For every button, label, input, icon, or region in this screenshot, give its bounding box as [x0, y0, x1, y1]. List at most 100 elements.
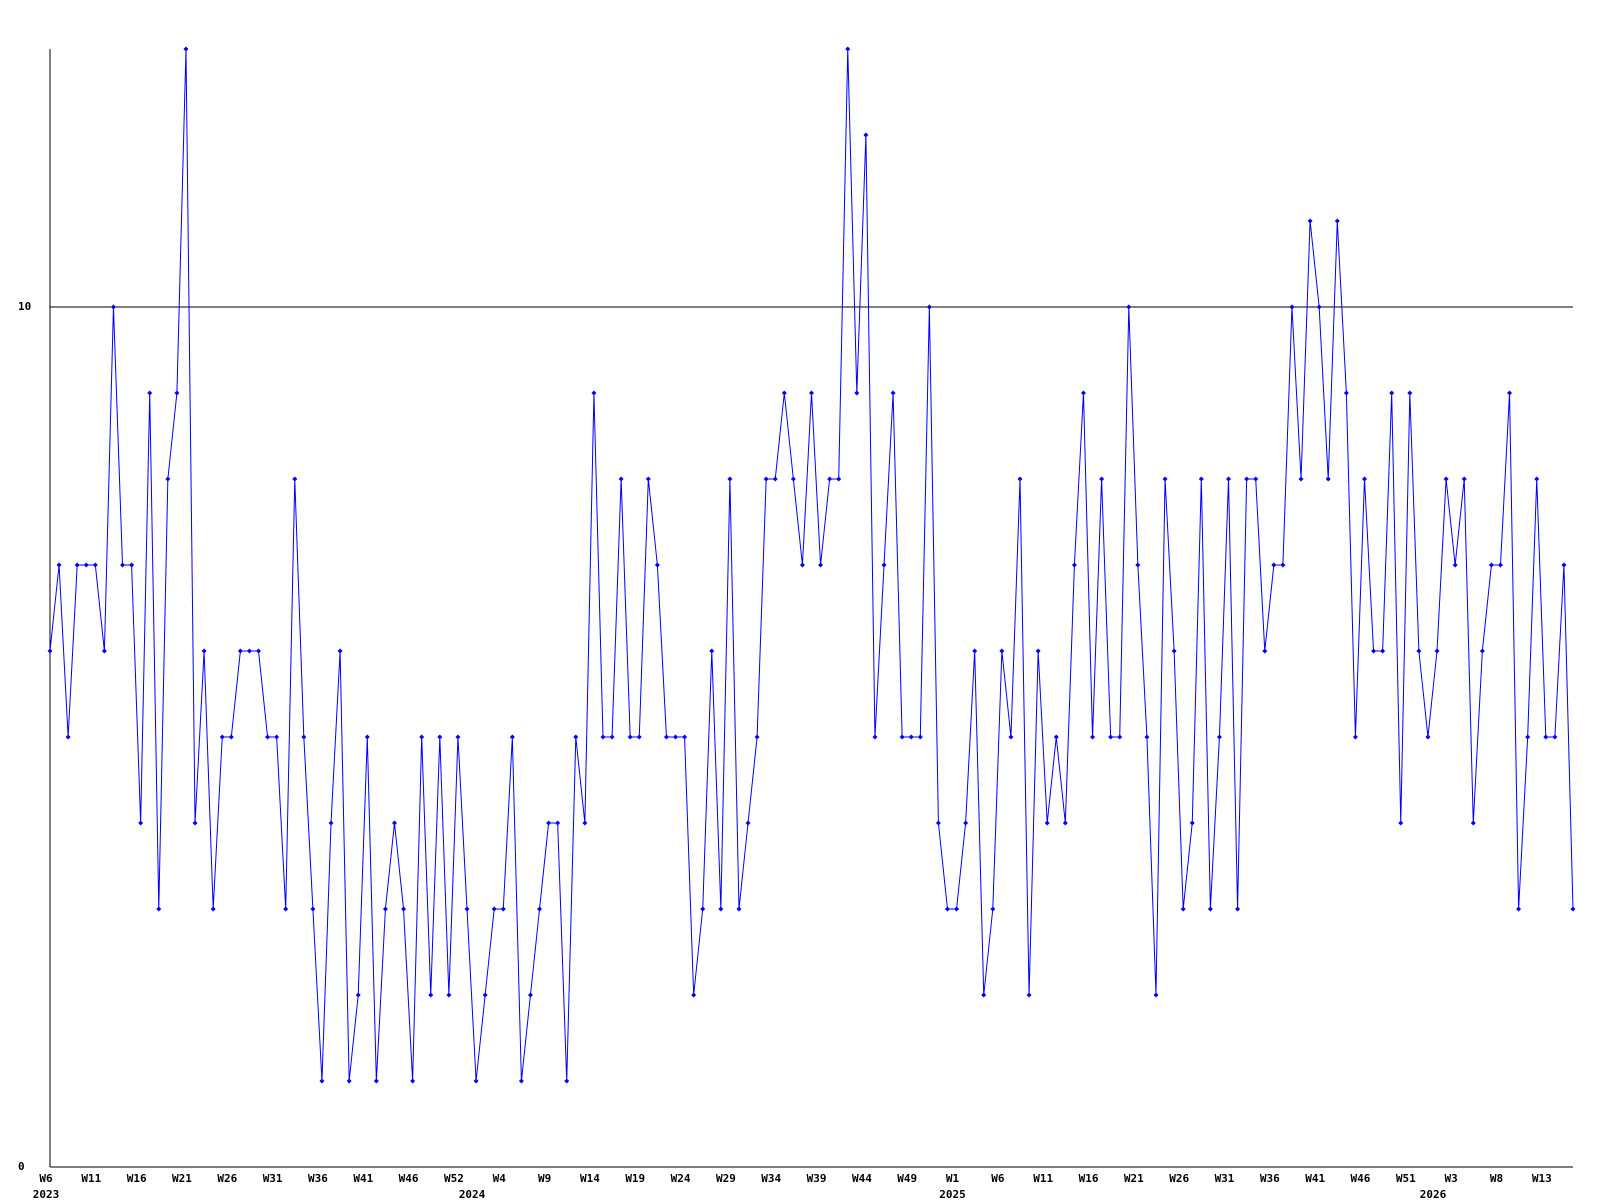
x-tick-label: W26	[1169, 1172, 1189, 1185]
x-tick-label: W13	[1532, 1172, 1552, 1185]
x-tick-label: W46	[1351, 1172, 1371, 1185]
point	[1207, 906, 1213, 912]
point	[401, 906, 407, 912]
point	[274, 734, 280, 740]
point	[673, 734, 679, 740]
point	[1244, 476, 1250, 482]
point	[337, 648, 343, 654]
point	[246, 648, 252, 654]
point	[718, 906, 724, 912]
point	[56, 562, 62, 568]
point	[1552, 734, 1558, 740]
x-tick-label: W4	[493, 1172, 507, 1185]
point	[555, 820, 561, 826]
x-tick-label: W1	[946, 1172, 960, 1185]
x-tick-label: W6	[991, 1172, 1005, 1185]
year-label: 2023	[33, 1188, 60, 1200]
point	[999, 648, 1005, 654]
point	[1289, 304, 1295, 310]
x-tick-label: W21	[172, 1172, 192, 1185]
point	[518, 1078, 524, 1084]
point	[1226, 476, 1232, 482]
point	[908, 734, 914, 740]
point	[1008, 734, 1014, 740]
y-tick-label: 0	[18, 1160, 25, 1173]
point	[138, 820, 144, 826]
point	[1135, 562, 1141, 568]
point	[1180, 906, 1186, 912]
point	[47, 648, 53, 654]
point	[101, 648, 107, 654]
point	[1461, 476, 1467, 482]
x-tick-label: W29	[716, 1172, 736, 1185]
point	[446, 992, 452, 998]
x-tick-label: W31	[1215, 1172, 1235, 1185]
point	[1434, 648, 1440, 654]
point	[1026, 992, 1032, 998]
point	[1325, 476, 1331, 482]
point	[1443, 476, 1449, 482]
x-tick-label: W36	[308, 1172, 328, 1185]
point	[546, 820, 552, 826]
point	[120, 562, 126, 568]
point	[1099, 476, 1105, 482]
x-tick-label: W46	[399, 1172, 419, 1185]
point	[600, 734, 606, 740]
point	[1162, 476, 1168, 482]
x-tick-label: W31	[263, 1172, 283, 1185]
point	[1534, 476, 1540, 482]
point	[917, 734, 923, 740]
point	[926, 304, 932, 310]
point	[156, 906, 162, 912]
x-tick-label: W21	[1124, 1172, 1144, 1185]
point	[509, 734, 515, 740]
x-tick-label: W14	[580, 1172, 600, 1185]
point	[491, 906, 497, 912]
point	[1271, 562, 1277, 568]
point	[609, 734, 615, 740]
point	[1044, 820, 1050, 826]
point	[1561, 562, 1567, 568]
point	[256, 648, 262, 654]
point	[1488, 562, 1494, 568]
point	[1425, 734, 1431, 740]
point	[419, 734, 425, 740]
point	[636, 734, 642, 740]
x-tick-label: W41	[353, 1172, 373, 1185]
point	[147, 390, 153, 396]
x-tick-label: W3	[1445, 1172, 1458, 1185]
point	[963, 820, 969, 826]
point	[201, 648, 207, 654]
point	[954, 906, 960, 912]
point	[990, 906, 996, 912]
point	[1470, 820, 1476, 826]
point	[237, 648, 243, 654]
x-tick-label: W19	[625, 1172, 645, 1185]
point	[872, 734, 878, 740]
x-tick-label: W26	[217, 1172, 237, 1185]
point	[1398, 820, 1404, 826]
point	[981, 992, 987, 998]
line	[49, 48, 1574, 1082]
x-tick-label: W8	[1490, 1172, 1503, 1185]
point	[1080, 390, 1086, 396]
point	[763, 476, 769, 482]
point	[1298, 476, 1304, 482]
point	[1516, 906, 1522, 912]
point	[809, 390, 814, 396]
x-tick-label: W34	[761, 1172, 781, 1185]
y-tick-label: 10	[18, 300, 31, 313]
point	[165, 476, 171, 482]
point	[183, 46, 189, 52]
point	[292, 476, 298, 482]
point	[373, 1078, 379, 1084]
point	[174, 390, 180, 396]
point	[709, 648, 715, 654]
point	[899, 734, 905, 740]
x-tick-label: W51	[1396, 1172, 1416, 1185]
point	[1216, 734, 1222, 740]
point	[1452, 562, 1458, 568]
point	[1144, 734, 1150, 740]
point	[827, 476, 833, 482]
